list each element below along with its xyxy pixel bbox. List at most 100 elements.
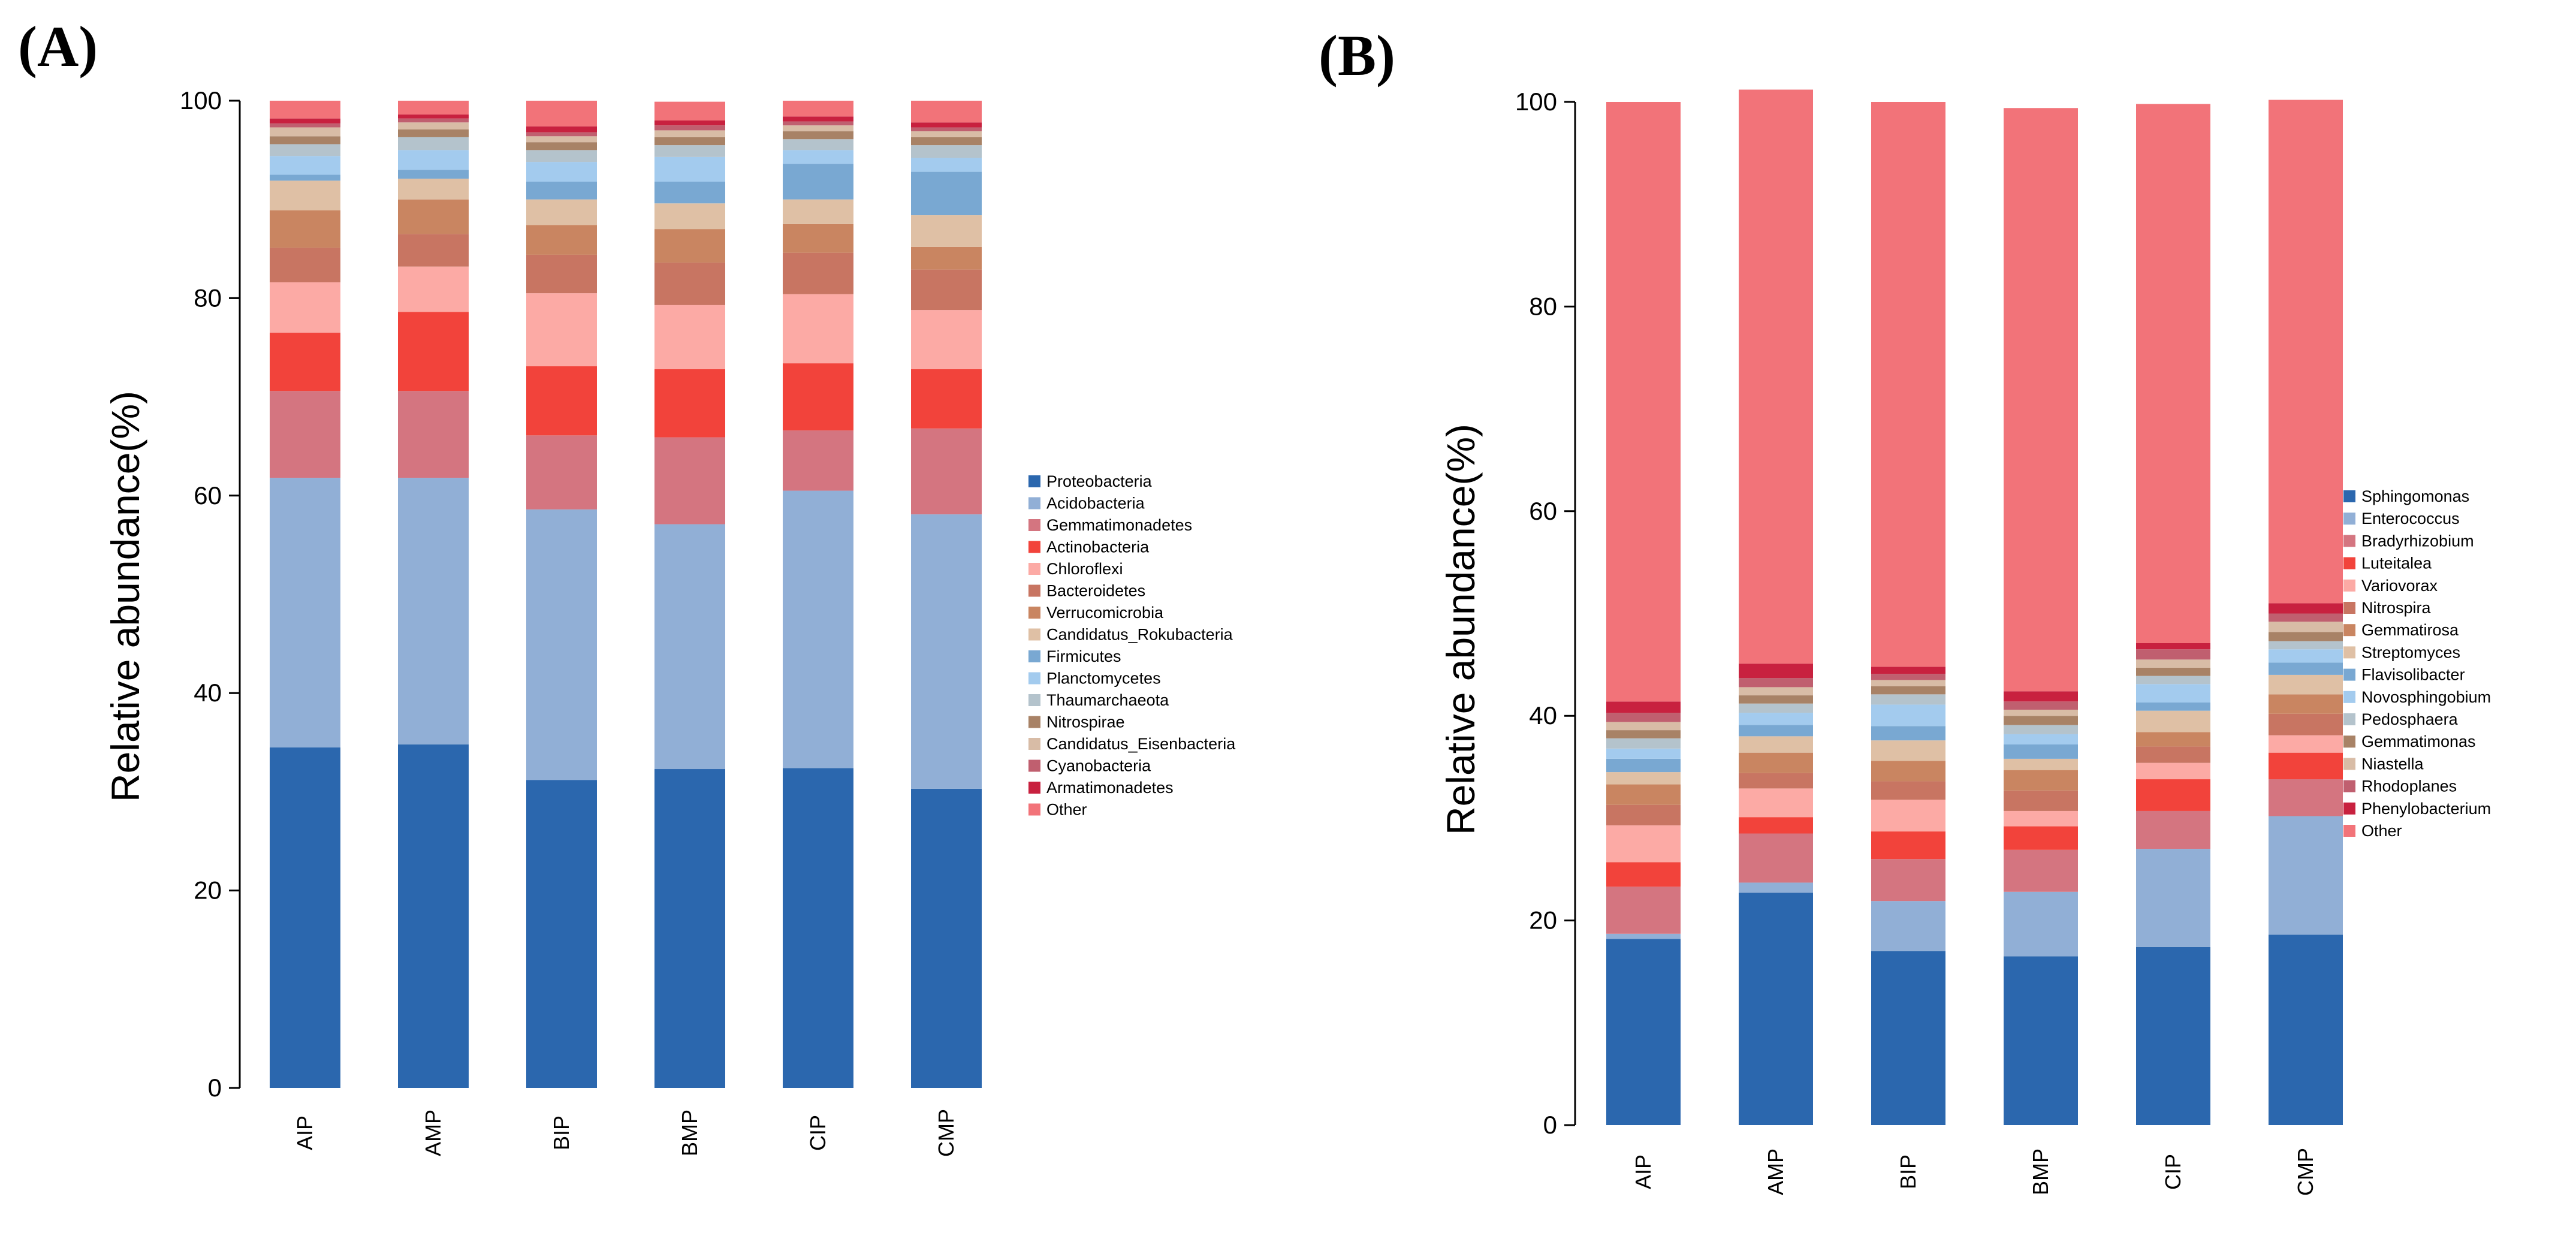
bar-segment (270, 210, 340, 248)
bar-segment (783, 294, 853, 364)
x-tick-label: BMP (2028, 1148, 2053, 1195)
bar-segment (911, 788, 982, 1088)
legend-label: Variovorax (2361, 577, 2438, 595)
x-tick-label: BIP (1896, 1154, 1920, 1189)
bar-segment (526, 136, 597, 143)
bar-segment (2136, 643, 2210, 650)
bar-segment (2269, 649, 2343, 663)
bar-segment (1871, 667, 1945, 674)
legend-swatch (1028, 738, 1040, 750)
bar-segment (2269, 816, 2343, 935)
bar-segment (911, 145, 982, 158)
legend-label: Chloroflexi (1046, 560, 1123, 578)
bar-segment (654, 203, 725, 230)
x-tick-label: AIP (292, 1116, 317, 1150)
legend-label: Cyanobacteria (1046, 757, 1151, 775)
bar-segment (2004, 716, 2078, 725)
panel-a-legend: Proteobacteria Acidobacteria Gemmatimonade… (1028, 472, 1236, 819)
legend-swatch (2343, 735, 2355, 748)
panel-b-y-axis: 0 20 40 60 80 100 (1515, 88, 1576, 1139)
bar-segment (911, 127, 982, 132)
bar-segment (783, 125, 853, 132)
legend-label: Pedosphaera (2361, 710, 2459, 728)
legend-swatch (2343, 602, 2355, 614)
legend-swatch (2343, 535, 2355, 547)
legend-swatch (2343, 780, 2355, 792)
legend-swatch (2343, 513, 2355, 525)
bar-segment (1871, 831, 1945, 860)
bar-segment (911, 171, 982, 216)
y-tick-label: 20 (194, 876, 222, 905)
x-tick-label: AMP (421, 1110, 445, 1156)
panel-b-y-axis-title: Relative abundance(%) (1438, 424, 1483, 835)
legend-label: Thaumarchaeota (1046, 691, 1169, 709)
bar-segment (2269, 100, 2343, 604)
bar-segment (2269, 934, 2343, 1125)
bar-segment (2004, 770, 2078, 791)
panel-a: (A) Relative abundance(%) 0 20 40 60 80 100 A… (18, 14, 1236, 1157)
legend-label: Actinobacteria (1046, 538, 1150, 556)
legend-label: Nitrospirae (1046, 713, 1125, 731)
bar-segment (270, 101, 340, 119)
x-tick-label: BMP (677, 1110, 702, 1156)
bar-segment (783, 150, 853, 164)
legend-label: Phenylobacterium (2361, 800, 2491, 818)
bar-segment (1606, 804, 1681, 825)
bar-segment (2136, 667, 2210, 676)
bar-segment (911, 122, 982, 128)
bar-segment (2004, 701, 2078, 710)
bar-segment (1606, 730, 1681, 738)
legend-label: Verrucomicrobia (1046, 604, 1164, 622)
bar-segment (654, 137, 725, 146)
bar-stack-bip (1871, 102, 1945, 1125)
legend-swatch (2343, 579, 2355, 592)
bar-segment (398, 129, 469, 137)
bar-segment (2269, 779, 2343, 816)
x-tick-label: CIP (2161, 1154, 2185, 1190)
x-tick-label: CMP (2293, 1148, 2318, 1196)
bar-segment (2136, 684, 2210, 703)
bar-segment (1871, 694, 1945, 705)
legend-swatch (2343, 668, 2355, 681)
bar-segment (398, 478, 469, 744)
bar-segment (526, 509, 597, 780)
bar-segment (783, 101, 853, 117)
bar-stack-aip (270, 101, 340, 1088)
bar-segment (398, 391, 469, 478)
y-tick-label: 100 (180, 86, 222, 114)
bar-stack-bmp (2004, 108, 2078, 1125)
bar-segment (2004, 826, 2078, 850)
bar-segment (654, 120, 725, 126)
bar-segment (270, 118, 340, 123)
bar-segment (911, 215, 982, 247)
legend-swatch (2343, 758, 2355, 770)
bar-segment (654, 229, 725, 263)
bar-segment (270, 248, 340, 283)
bar-segment (783, 252, 853, 294)
bar-segment (1606, 722, 1681, 731)
bar-segment (2269, 632, 2343, 641)
legend-label: Niastella (2361, 755, 2424, 773)
bar-segment (2004, 709, 2078, 716)
legend-label: Gemmatimonadetes (1046, 516, 1192, 534)
bar-segment (1871, 740, 1945, 761)
legend-label: Candidatus_Eisenbacteria (1046, 735, 1236, 753)
bar-segment (270, 174, 340, 181)
bar-segment (1606, 758, 1681, 773)
legend-swatch (1028, 694, 1040, 706)
bar-segment (911, 514, 982, 789)
legend-swatch (1028, 650, 1040, 662)
bar-segment (526, 780, 597, 1088)
bar-segment (2004, 108, 2078, 692)
bar-stack-cip (783, 101, 853, 1088)
bar-stack-cip (2136, 104, 2210, 1125)
bar-segment (783, 430, 853, 491)
panel-b-bars (1606, 89, 2343, 1125)
bar-segment (783, 139, 853, 150)
panel-b-label: (B) (1319, 23, 1395, 88)
bar-segment (1739, 882, 1813, 893)
bar-segment (398, 234, 469, 267)
bar-segment (1606, 713, 1681, 722)
x-tick-label: AMP (1763, 1148, 1788, 1195)
